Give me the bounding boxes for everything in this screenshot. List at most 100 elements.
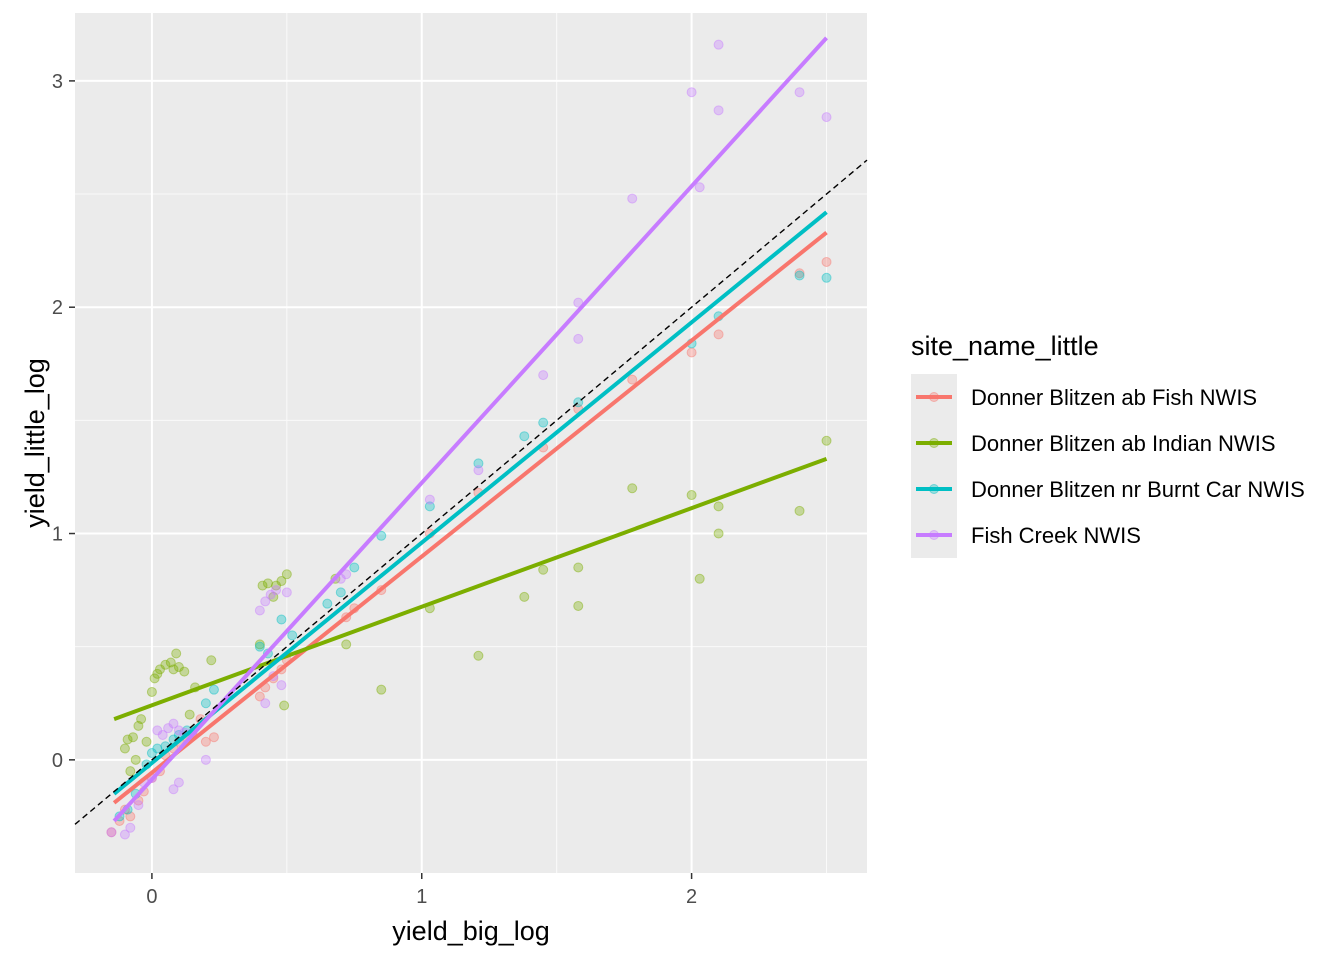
data-point — [473, 650, 484, 661]
data-point — [287, 630, 298, 641]
data-point — [538, 564, 549, 575]
data-point — [627, 483, 638, 494]
data-point — [125, 766, 136, 777]
data-point — [713, 329, 724, 340]
y-tick-label: 1 — [52, 524, 63, 546]
data-point — [573, 600, 584, 611]
data-point — [146, 686, 157, 697]
data-point — [276, 576, 287, 587]
data-point — [254, 639, 265, 650]
data-point — [206, 655, 217, 666]
data-point — [686, 490, 697, 501]
data-point — [424, 501, 435, 512]
legend-key-point — [929, 530, 939, 540]
minor-gridlines — [75, 13, 867, 873]
data-point — [281, 569, 292, 580]
data-point — [322, 598, 333, 609]
legend-label: Donner Blitzen ab Fish NWIS — [971, 385, 1257, 410]
data-point — [125, 822, 136, 833]
data-point — [165, 657, 176, 668]
fit-line — [112, 36, 829, 823]
fit-line — [112, 210, 828, 796]
data-point — [279, 700, 290, 711]
data-point — [141, 736, 152, 747]
data-point — [133, 800, 144, 811]
data-point — [341, 569, 352, 580]
data-point — [173, 725, 184, 736]
plot-panel — [75, 13, 867, 873]
data-point — [257, 580, 268, 591]
data-point — [794, 270, 805, 281]
data-point — [168, 664, 179, 675]
data-point — [519, 591, 530, 602]
data-point — [163, 723, 174, 734]
data-point — [335, 587, 346, 598]
data-point — [473, 458, 484, 469]
data-point — [519, 431, 530, 442]
data-point — [794, 87, 805, 98]
data-point — [155, 664, 166, 675]
data-point — [125, 811, 136, 822]
data-point — [694, 182, 705, 193]
data-point — [130, 754, 141, 765]
data-point — [271, 580, 282, 591]
data-point — [208, 684, 219, 695]
data-point — [271, 585, 282, 596]
data-point — [821, 272, 832, 283]
legend-key-point — [929, 392, 939, 402]
data-point — [821, 435, 832, 446]
data-point — [149, 673, 160, 684]
data-point — [573, 562, 584, 573]
y-axis-ticks: 0 1 2 3 — [52, 71, 75, 772]
data-point — [376, 684, 387, 695]
data-point — [268, 591, 279, 602]
data-point — [106, 827, 117, 838]
data-point — [106, 827, 117, 838]
data-point — [160, 659, 171, 670]
y-tick-label: 2 — [52, 297, 63, 319]
legend-label: Fish Creek NWIS — [971, 523, 1141, 548]
legend: site_name_little Donner Blitzen ab Fish … — [911, 331, 1305, 558]
data-point — [173, 777, 184, 788]
data-point — [119, 743, 130, 754]
data-point — [341, 639, 352, 650]
data-point — [200, 736, 211, 747]
data-point — [627, 193, 638, 204]
data-point — [152, 743, 163, 754]
data-point — [713, 528, 724, 539]
legend-label: Donner Blitzen nr Burnt Car NWIS — [971, 477, 1305, 502]
major-gridlines — [75, 13, 867, 873]
data-point — [136, 714, 147, 725]
data-point — [794, 505, 805, 516]
legend-label: Donner Blitzen ab Indian NWIS — [971, 431, 1276, 456]
data-point — [573, 333, 584, 344]
data-point — [694, 573, 705, 584]
data-point — [254, 691, 265, 702]
data-point — [179, 666, 190, 677]
x-tick-label: 1 — [416, 886, 427, 908]
data-point — [538, 370, 549, 381]
y-tick-label: 0 — [52, 750, 63, 772]
data-point — [146, 748, 157, 759]
legend-key-point — [929, 438, 939, 448]
data-point — [128, 732, 139, 743]
data-point — [281, 587, 292, 598]
fit-line — [113, 456, 828, 721]
data-point — [794, 268, 805, 279]
data-point — [173, 662, 184, 673]
data-point — [254, 605, 265, 616]
data-points — [106, 39, 832, 840]
data-point — [133, 720, 144, 731]
data-point — [260, 698, 271, 709]
data-point — [119, 829, 130, 840]
data-point — [152, 725, 163, 736]
data-point — [171, 648, 182, 659]
data-point — [168, 784, 179, 795]
data-point — [262, 578, 273, 589]
y-axis-title: yield_little_log — [20, 358, 50, 528]
data-point — [184, 709, 195, 720]
x-tick-label: 0 — [146, 886, 157, 908]
data-point — [122, 734, 133, 745]
data-point — [349, 562, 360, 573]
